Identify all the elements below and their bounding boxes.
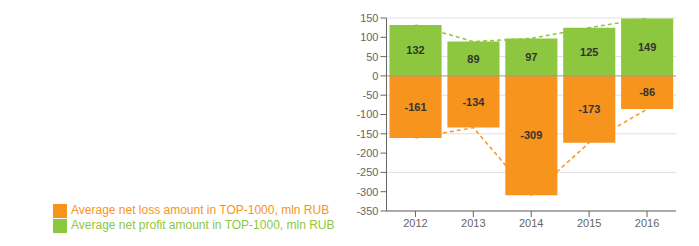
svg-text:-250: -250	[356, 166, 378, 178]
svg-text:-173: -173	[578, 103, 600, 115]
svg-text:50: 50	[366, 51, 378, 63]
svg-text:-100: -100	[356, 108, 378, 120]
svg-text:-161: -161	[405, 101, 427, 113]
svg-text:2013: 2013	[461, 217, 485, 229]
svg-text:-309: -309	[520, 129, 542, 141]
svg-text:0: 0	[372, 70, 378, 82]
html-text:Average net loss amount in TOP: Average net loss amount in TOP-1000, mln…	[71, 203, 330, 218]
svg-text:2014: 2014	[519, 217, 543, 229]
svg-text:-300: -300	[356, 186, 378, 198]
svg-text:-134: -134	[462, 96, 485, 108]
svg-text:-50: -50	[363, 89, 379, 101]
svg-text:-350: -350	[356, 205, 378, 217]
svg-text:125: 125	[580, 46, 598, 58]
svg-text:89: 89	[467, 53, 479, 65]
svg-text:-150: -150	[356, 128, 378, 140]
svg-text:-200: -200	[356, 147, 378, 159]
svg-text:2012: 2012	[403, 217, 427, 229]
svg-text:-86: -86	[639, 86, 655, 98]
svg-text:100: 100	[360, 31, 378, 43]
svg-text:97: 97	[525, 51, 537, 63]
svg-text:149: 149	[638, 41, 656, 53]
svg-text:2016: 2016	[635, 217, 659, 229]
svg-text:2015: 2015	[577, 217, 601, 229]
html-text:Average net profit amount in T: Average net profit amount in TOP-1000, m…	[71, 218, 335, 233]
svg-text:150: 150	[360, 12, 378, 24]
svg-text:132: 132	[406, 44, 424, 56]
